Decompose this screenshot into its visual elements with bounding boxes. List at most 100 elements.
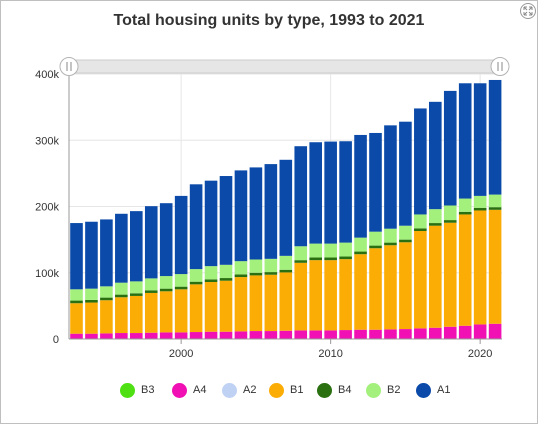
bar-segment-a1[interactable]	[309, 142, 322, 244]
bar-segment-b1[interactable]	[159, 291, 173, 333]
bar-segment-b1[interactable]	[144, 292, 158, 333]
bar-segment-b4[interactable]	[219, 278, 233, 281]
bar-segment-b4[interactable]	[115, 294, 128, 298]
bar-segment-a4[interactable]	[294, 330, 308, 339]
bar-segment-b1[interactable]	[384, 245, 397, 330]
bar-segment-b2[interactable]	[100, 286, 113, 298]
legend-item-a2[interactable]: A2	[222, 379, 256, 401]
bar-segment-b4[interactable]	[309, 257, 322, 261]
bar-segment-a4[interactable]	[339, 330, 352, 339]
bar-segment-b4[interactable]	[189, 281, 203, 285]
bar-segment-b1[interactable]	[264, 274, 278, 332]
bar-segment-a1[interactable]	[414, 108, 427, 215]
bar-segment-b1[interactable]	[219, 280, 233, 332]
bar-segment-b1[interactable]	[130, 295, 143, 334]
bar-segment-a4[interactable]	[443, 326, 457, 339]
bar-segment-b4[interactable]	[339, 256, 352, 260]
bar-segment-a1[interactable]	[189, 184, 203, 270]
bar-segment-a1[interactable]	[249, 167, 263, 260]
bar-segment-a4[interactable]	[159, 332, 173, 339]
bar-segment-b1[interactable]	[100, 300, 113, 334]
bar-segment-b4[interactable]	[264, 272, 278, 275]
bar-segment-b1[interactable]	[249, 275, 263, 332]
bar-segment-a4[interactable]	[174, 332, 188, 339]
bar-segment-b2[interactable]	[70, 289, 83, 301]
bar-segment-b4[interactable]	[488, 207, 502, 210]
bar-segment-a4[interactable]	[204, 331, 218, 339]
bar-segment-a1[interactable]	[443, 90, 457, 206]
bar-segment-a1[interactable]	[399, 121, 412, 226]
bar-segment-b4[interactable]	[85, 299, 98, 303]
bar-segment-b2[interactable]	[115, 282, 128, 295]
bar-segment-b4[interactable]	[324, 257, 337, 261]
bar-segment-a1[interactable]	[429, 101, 442, 210]
bar-segment-a4[interactable]	[70, 333, 83, 339]
bar-segment-b2[interactable]	[294, 246, 308, 261]
bar-segment-a1[interactable]	[174, 195, 188, 275]
bar-segment-b1[interactable]	[429, 225, 442, 328]
bar-segment-a4[interactable]	[219, 331, 233, 339]
bar-segment-b2[interactable]	[174, 274, 188, 287]
bar-segment-a4[interactable]	[85, 333, 98, 339]
bar-segment-a4[interactable]	[189, 332, 203, 339]
bar-segment-b1[interactable]	[399, 242, 412, 330]
legend-item-b2[interactable]: B2	[366, 379, 400, 401]
bar-segment-a4[interactable]	[144, 332, 158, 339]
bar-segment-b2[interactable]	[339, 242, 352, 257]
bar-segment-b1[interactable]	[369, 248, 382, 330]
bar-segment-b1[interactable]	[234, 277, 248, 332]
bar-segment-a4[interactable]	[384, 329, 397, 339]
bar-segment-b4[interactable]	[294, 260, 308, 263]
bar-segment-b4[interactable]	[204, 279, 218, 283]
bar-segment-b1[interactable]	[488, 209, 502, 324]
bar-segment-b4[interactable]	[399, 239, 412, 243]
bar-segment-a1[interactable]	[144, 206, 158, 279]
bar-segment-a4[interactable]	[414, 328, 427, 339]
bar-segment-b1[interactable]	[309, 260, 322, 331]
bar-segment-a4[interactable]	[429, 327, 442, 339]
bar-segment-b4[interactable]	[369, 245, 382, 249]
bar-segment-b2[interactable]	[429, 209, 442, 224]
bar-segment-b4[interactable]	[234, 274, 248, 278]
bar-segment-b2[interactable]	[309, 243, 322, 258]
bar-segment-a1[interactable]	[100, 219, 113, 287]
bar-segment-b2[interactable]	[130, 281, 143, 294]
bar-segment-a4[interactable]	[399, 329, 412, 339]
bar-segment-b1[interactable]	[324, 260, 337, 331]
bar-segment-b2[interactable]	[369, 231, 382, 246]
bar-segment-b4[interactable]	[458, 211, 472, 215]
bar-segment-b2[interactable]	[443, 205, 457, 221]
bar-segment-a1[interactable]	[234, 170, 248, 262]
bar-segment-a4[interactable]	[324, 330, 337, 339]
bar-segment-b1[interactable]	[414, 231, 427, 329]
bar-segment-a4[interactable]	[100, 333, 113, 339]
bar-segment-a4[interactable]	[279, 330, 293, 339]
bar-segment-b1[interactable]	[473, 210, 487, 325]
bar-segment-b1[interactable]	[70, 303, 83, 334]
bar-segment-b2[interactable]	[279, 255, 293, 270]
bar-segment-a4[interactable]	[458, 325, 472, 339]
bar-segment-a4[interactable]	[115, 333, 128, 339]
bar-segment-a1[interactable]	[354, 134, 367, 238]
bar-segment-b4[interactable]	[354, 251, 367, 255]
bar-segment-a1[interactable]	[159, 203, 173, 277]
bar-segment-b2[interactable]	[234, 261, 248, 275]
bar-segment-a1[interactable]	[294, 146, 308, 247]
bar-segment-b4[interactable]	[473, 207, 487, 211]
bar-segment-b2[interactable]	[159, 276, 173, 289]
bar-segment-a1[interactable]	[70, 223, 83, 290]
bar-segment-a4[interactable]	[473, 324, 487, 339]
range-selector[interactable]	[59, 57, 510, 76]
bar-segment-b4[interactable]	[70, 300, 83, 304]
bar-segment-b1[interactable]	[294, 262, 308, 331]
bar-segment-b4[interactable]	[384, 242, 397, 246]
bar-segment-a1[interactable]	[339, 141, 352, 243]
bar-segment-a4[interactable]	[369, 329, 382, 339]
range-handle-right[interactable]	[490, 57, 510, 76]
bar-segment-b1[interactable]	[443, 222, 457, 327]
double-bar-grip-icon[interactable]	[59, 57, 79, 76]
bar-segment-a1[interactable]	[488, 79, 502, 195]
bar-segment-b4[interactable]	[130, 293, 143, 296]
bar-segment-a4[interactable]	[354, 329, 367, 339]
bar-segment-b1[interactable]	[354, 254, 367, 330]
